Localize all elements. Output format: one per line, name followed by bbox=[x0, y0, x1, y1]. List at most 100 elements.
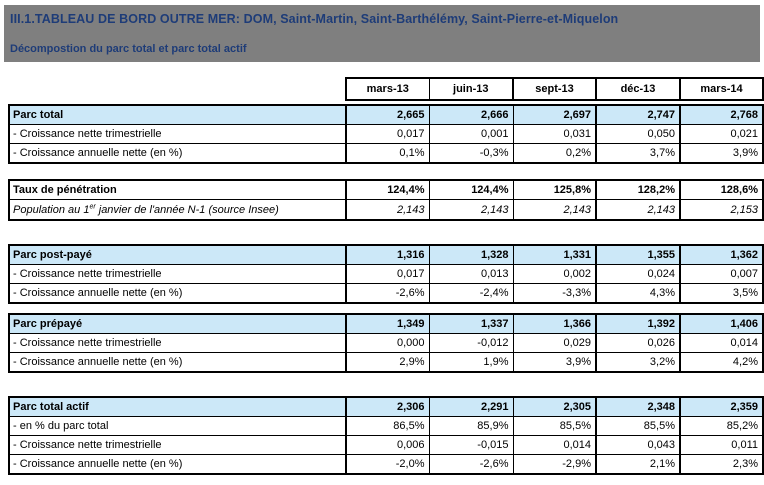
cell: 0,1% bbox=[345, 143, 430, 164]
cell: 0,013 bbox=[428, 264, 514, 284]
cell: 85,9% bbox=[428, 416, 514, 436]
cell: -0,015 bbox=[428, 435, 514, 455]
row-label: Parc post-payé bbox=[8, 244, 347, 265]
cell: 2,665 bbox=[345, 104, 430, 125]
column-header-dec-13: déc-13 bbox=[595, 77, 681, 101]
cell: 2,143 bbox=[428, 199, 514, 221]
cell: 0,043 bbox=[595, 435, 681, 455]
cell: -2,4% bbox=[428, 283, 514, 304]
report-banner: III.1.TABLEAU DE BORD OUTRE MER: DOM, Sa… bbox=[4, 5, 760, 62]
cell: 1,406 bbox=[679, 313, 764, 334]
cell: 0,007 bbox=[679, 264, 764, 284]
row-label: - Croissance nette trimestrielle bbox=[8, 435, 347, 455]
cell: 0,014 bbox=[512, 435, 597, 455]
cell: 2,359 bbox=[679, 396, 764, 417]
cell: 1,328 bbox=[428, 244, 514, 265]
cell: 0,017 bbox=[345, 264, 430, 284]
row-label: Parc prépayé bbox=[8, 313, 347, 334]
cell: -2,6% bbox=[428, 454, 514, 475]
cell: 1,362 bbox=[679, 244, 764, 265]
cell: 2,143 bbox=[512, 199, 597, 221]
column-header-mars-14: mars-14 bbox=[679, 77, 764, 101]
cell: 4,3% bbox=[595, 283, 681, 304]
cell: 0,014 bbox=[679, 333, 764, 353]
cell: 2,697 bbox=[512, 104, 597, 125]
cell: 0,006 bbox=[345, 435, 430, 455]
cell: 0,029 bbox=[512, 333, 597, 353]
cell: 125,8% bbox=[512, 179, 597, 200]
parc-total-block: Parc total 2,665 2,666 2,697 2,747 2,768… bbox=[8, 104, 764, 164]
cell: 0,002 bbox=[512, 264, 597, 284]
cell: 2,143 bbox=[595, 199, 681, 221]
cell: 2,153 bbox=[679, 199, 764, 221]
cell: 0,2% bbox=[512, 143, 597, 164]
cell: 0,001 bbox=[428, 124, 514, 144]
cell: 128,6% bbox=[679, 179, 764, 200]
table-row: - Croissance annuelle nette (en %) -2,0%… bbox=[8, 454, 764, 475]
table-row: - Croissance annuelle nette (en %) 0,1% … bbox=[8, 143, 764, 164]
cell: 2,666 bbox=[428, 104, 514, 125]
row-label: - Croissance nette trimestrielle bbox=[8, 124, 347, 144]
cell: 3,7% bbox=[595, 143, 681, 164]
row-label: Taux de pénétration bbox=[8, 179, 347, 200]
row-label: - Croissance annuelle nette (en %) bbox=[8, 352, 347, 373]
population-label-superscript: er bbox=[89, 202, 96, 210]
table-row: Population au 1er janvier de l'année N-1… bbox=[8, 199, 764, 221]
cell: 0,000 bbox=[345, 333, 430, 353]
table-row: Parc total 2,665 2,666 2,697 2,747 2,768 bbox=[8, 104, 764, 125]
cell: 3,9% bbox=[512, 352, 597, 373]
cell: 124,4% bbox=[345, 179, 430, 200]
row-label: - Croissance nette trimestrielle bbox=[8, 333, 347, 353]
table-row: - en % du parc total 86,5% 85,9% 85,5% 8… bbox=[8, 416, 764, 436]
table-row: - Croissance annuelle nette (en %) -2,6%… bbox=[8, 283, 764, 304]
cell: 0,021 bbox=[679, 124, 764, 144]
cell: 1,366 bbox=[512, 313, 597, 334]
cell: 2,143 bbox=[345, 199, 430, 221]
table-row: Parc post-payé 1,316 1,328 1,331 1,355 1… bbox=[8, 244, 764, 265]
column-header-mars-13: mars-13 bbox=[345, 77, 430, 101]
table-row: - Croissance nette trimestrielle 0,006 -… bbox=[8, 435, 764, 455]
cell: -0,3% bbox=[428, 143, 514, 164]
cell: 1,337 bbox=[428, 313, 514, 334]
cell: 1,392 bbox=[595, 313, 681, 334]
cell: 0,024 bbox=[595, 264, 681, 284]
cell: 2,348 bbox=[595, 396, 681, 417]
row-label: - Croissance annuelle nette (en %) bbox=[8, 283, 347, 304]
cell: 85,5% bbox=[512, 416, 597, 436]
cell: -3,3% bbox=[512, 283, 597, 304]
column-header-juin-13: juin-13 bbox=[428, 77, 514, 101]
cell: 1,316 bbox=[345, 244, 430, 265]
table-row: Parc prépayé 1,349 1,337 1,366 1,392 1,4… bbox=[8, 313, 764, 334]
page-title: III.1.TABLEAU DE BORD OUTRE MER: DOM, Sa… bbox=[10, 12, 619, 26]
cell: 2,747 bbox=[595, 104, 681, 125]
cell: 85,5% bbox=[595, 416, 681, 436]
cell: 2,768 bbox=[679, 104, 764, 125]
cell: 4,2% bbox=[679, 352, 764, 373]
cell: 2,305 bbox=[512, 396, 597, 417]
cell: 1,9% bbox=[428, 352, 514, 373]
cell: 124,4% bbox=[428, 179, 514, 200]
cell: 128,2% bbox=[595, 179, 681, 200]
cell: 0,026 bbox=[595, 333, 681, 353]
cell: 2,306 bbox=[345, 396, 430, 417]
cell: 3,2% bbox=[595, 352, 681, 373]
table-row: Parc total actif 2,306 2,291 2,305 2,348… bbox=[8, 396, 764, 417]
row-label: - Croissance nette trimestrielle bbox=[8, 264, 347, 284]
population-label-suffix: janvier de l'année N-1 (source Insee) bbox=[95, 203, 279, 216]
cell: 2,9% bbox=[345, 352, 430, 373]
row-label: Population au 1er janvier de l'année N-1… bbox=[8, 199, 347, 221]
parc-total-actif-block: Parc total actif 2,306 2,291 2,305 2,348… bbox=[8, 396, 764, 475]
population-label-prefix: Population au 1 bbox=[13, 203, 90, 216]
cell: -0,012 bbox=[428, 333, 514, 353]
cell: 0,017 bbox=[345, 124, 430, 144]
cell: 3,5% bbox=[679, 283, 764, 304]
row-label: Parc total bbox=[8, 104, 347, 125]
parc-post-paye-block: Parc post-payé 1,316 1,328 1,331 1,355 1… bbox=[8, 244, 764, 304]
cell: 2,291 bbox=[428, 396, 514, 417]
row-label: - Croissance annuelle nette (en %) bbox=[8, 143, 347, 164]
cell: 2,1% bbox=[595, 454, 681, 475]
cell: 1,355 bbox=[595, 244, 681, 265]
taux-penetration-block: Taux de pénétration 124,4% 124,4% 125,8%… bbox=[8, 179, 764, 221]
row-label: - en % du parc total bbox=[8, 416, 347, 436]
row-label: - Croissance annuelle nette (en %) bbox=[8, 454, 347, 475]
